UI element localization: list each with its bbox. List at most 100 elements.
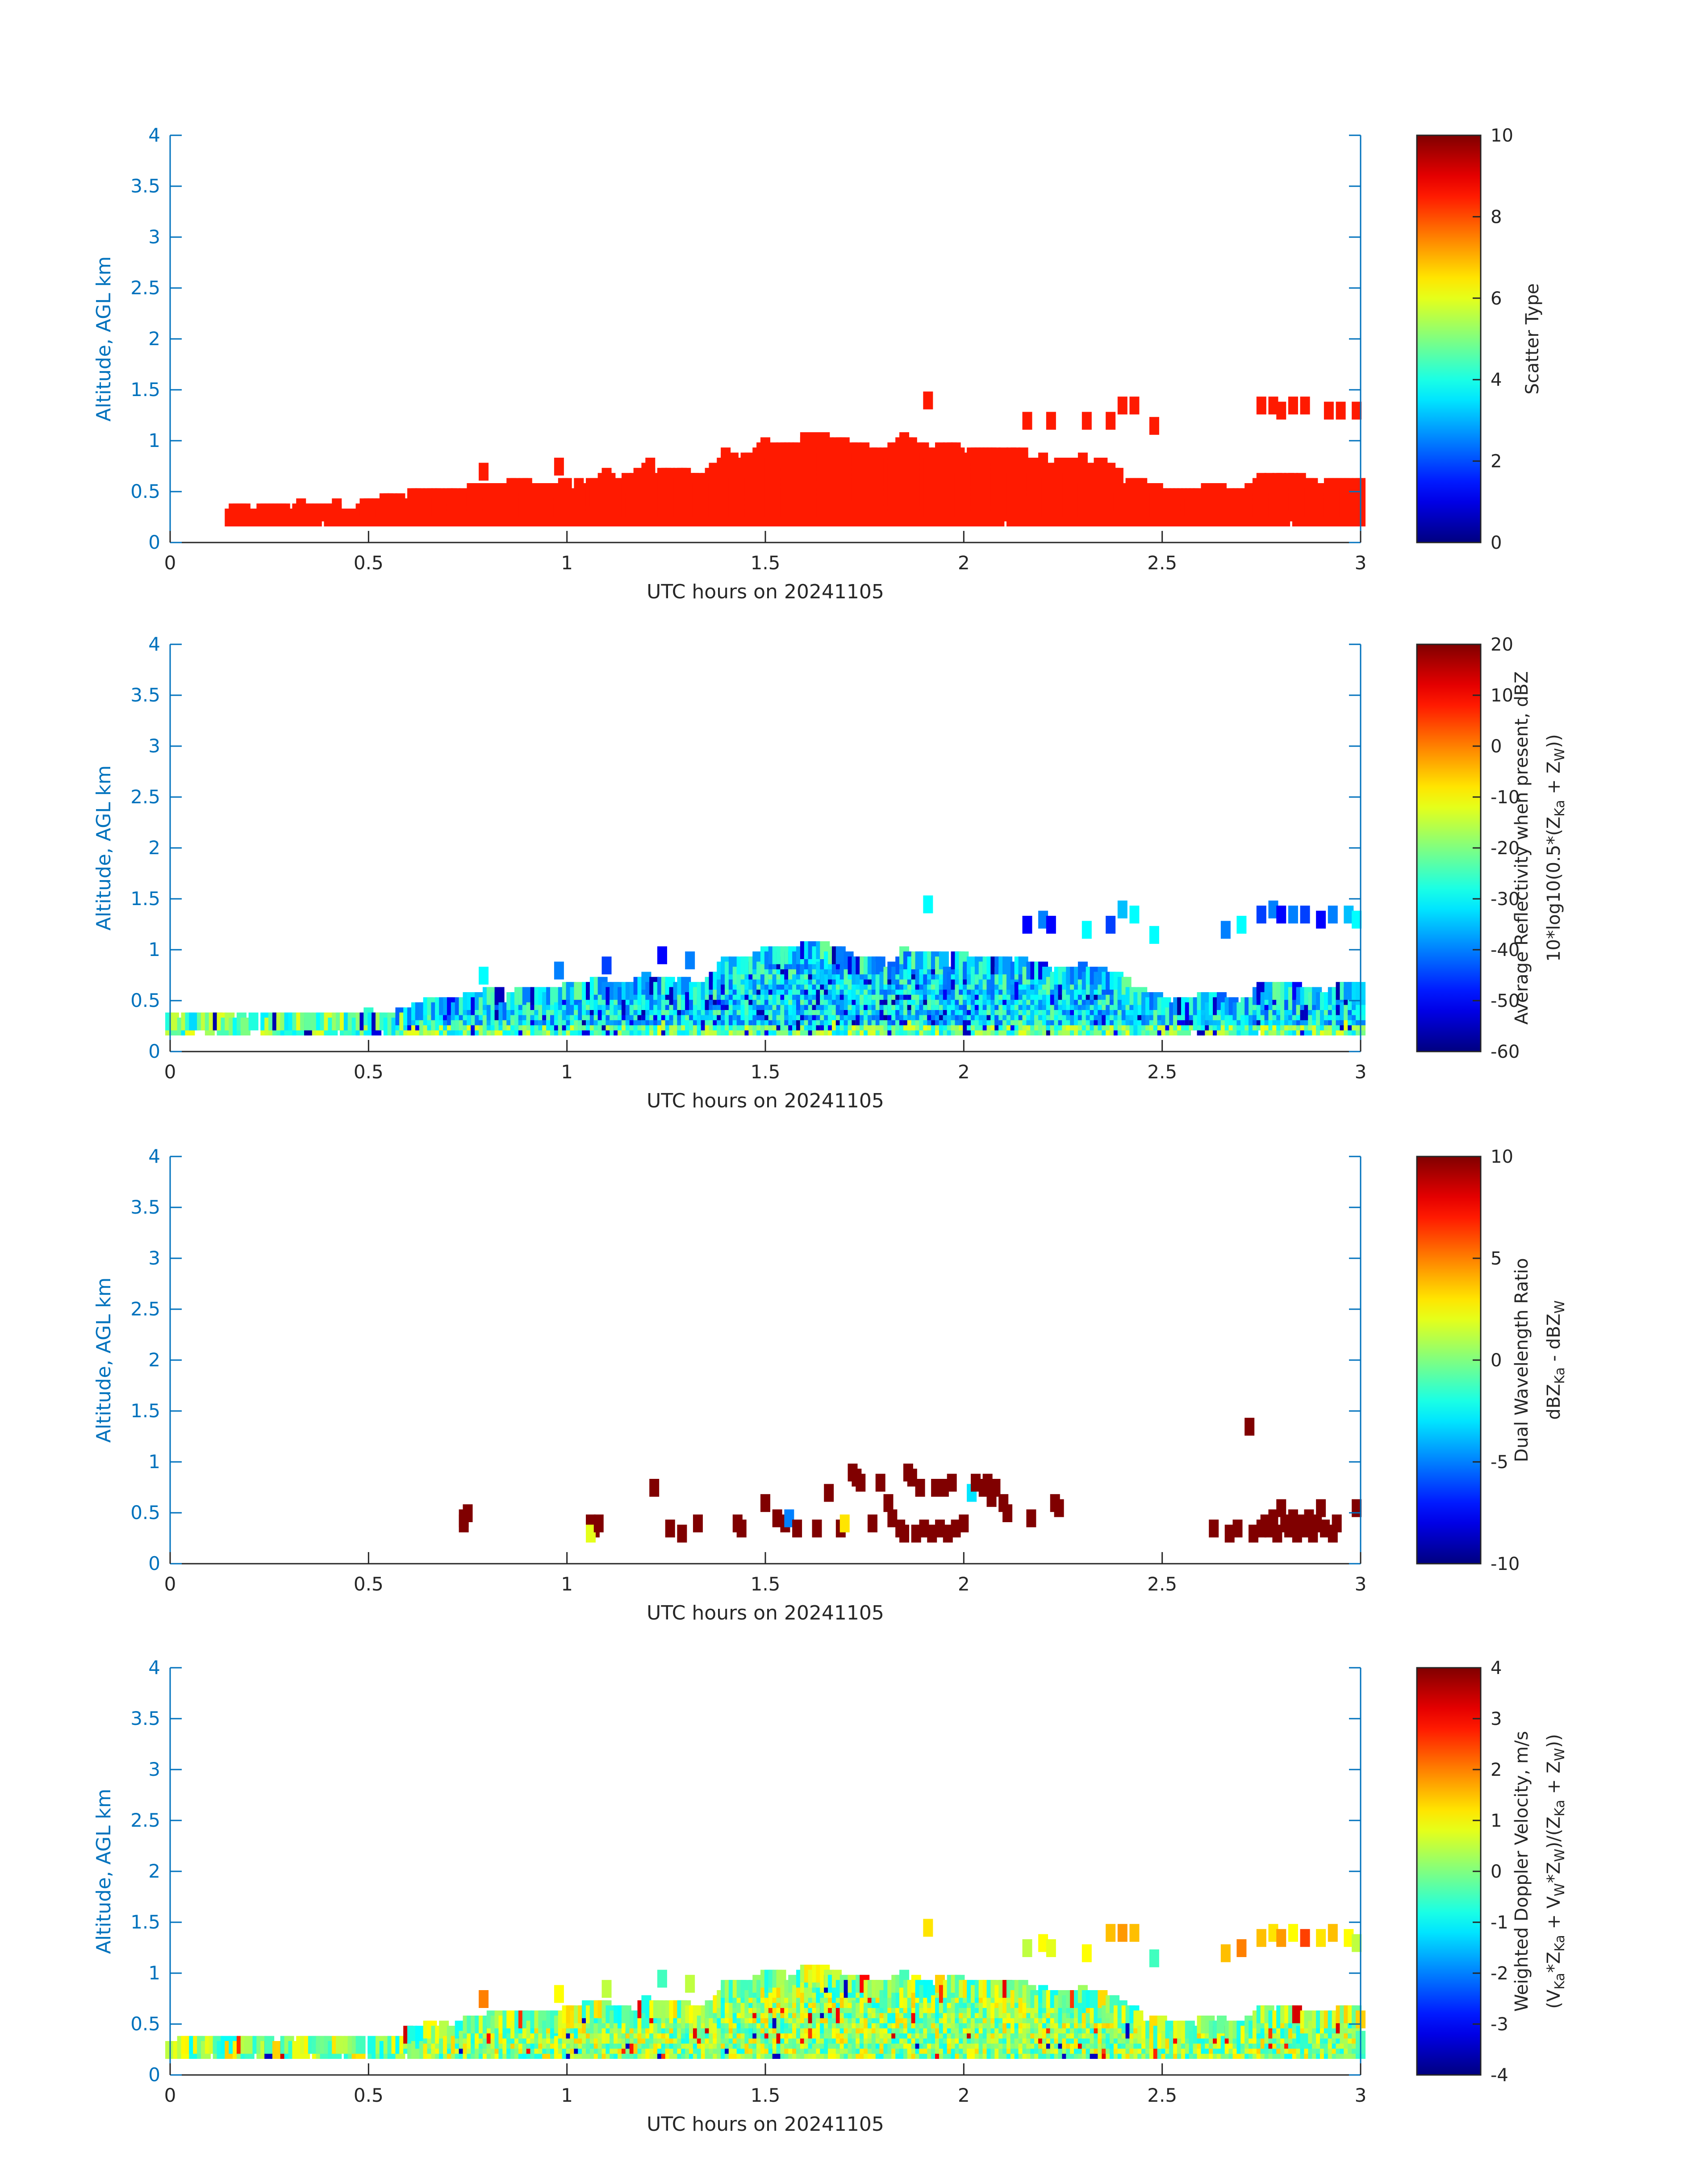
- x-tick-label: 1: [561, 552, 573, 574]
- heatmap-cell: [1257, 397, 1266, 414]
- heatmap-cell: [693, 1515, 703, 1532]
- heatmap-cell: [1244, 1418, 1254, 1436]
- heatmap-cell: [495, 987, 505, 1005]
- colorbar-tick-label: 6: [1491, 288, 1502, 309]
- y-tick-label: 0.5: [130, 1502, 160, 1524]
- heatmap-cell: [1118, 901, 1128, 918]
- heatmap-cell: [959, 1515, 969, 1532]
- heatmap-cells: [165, 895, 1366, 1035]
- heatmap-cells: [165, 1919, 1366, 2059]
- heatmap-cell: [594, 1515, 604, 1532]
- colorbar-tick-label: 10: [1491, 125, 1513, 146]
- heatmap-cell: [1233, 1519, 1243, 1537]
- colorbar-label-line2: 10*log10(0.5*(ZKa + ZW)): [1544, 734, 1568, 962]
- colorbar-label-part: )): [1544, 734, 1564, 748]
- colorbar-tick-label: 2: [1491, 451, 1502, 472]
- colorbar-tick-label: -5: [1491, 1452, 1508, 1473]
- heatmap-cell: [1288, 906, 1298, 923]
- colorbar-label-subscript: Ka: [1552, 1367, 1568, 1384]
- y-tick-label: 2: [148, 837, 160, 859]
- colorbar-tick-label: 5: [1491, 1248, 1502, 1269]
- x-tick-label: 0: [164, 1573, 176, 1595]
- heatmap-cell: [1002, 1504, 1012, 1522]
- heatmap-cell: [1236, 916, 1246, 934]
- heatmap-cell: [1300, 906, 1310, 923]
- colorbar-label-subscript: W: [1552, 1300, 1568, 1314]
- heatmap-cell: [1023, 412, 1032, 430]
- y-tick-label: 0: [148, 1553, 160, 1574]
- colorbar-label-subscript: Ka: [1552, 800, 1568, 817]
- y-tick-label: 4: [148, 1145, 160, 1167]
- y-tick-label: 3.5: [130, 1196, 160, 1218]
- heatmap-cell: [883, 1494, 893, 1512]
- y-tick-label: 1: [148, 430, 160, 451]
- y-tick-label: 1: [148, 939, 160, 960]
- colorbar-tick-label: 20: [1491, 634, 1513, 655]
- heatmap-cell: [1149, 417, 1159, 435]
- colorbar-label-part: - dBZ: [1544, 1314, 1564, 1367]
- x-tick-label: 3: [1355, 1573, 1367, 1595]
- heatmap-cell: [554, 458, 564, 476]
- y-axis-label: Altitude, AGL km: [92, 256, 115, 422]
- heatmap-cell: [665, 1519, 675, 1537]
- heatmap-cell: [990, 1479, 1000, 1497]
- heatmap-cell: [1336, 402, 1346, 420]
- y-tick-label: 1.5: [130, 888, 160, 910]
- heatmap-cell: [1046, 412, 1056, 430]
- heatmap-cells: [225, 392, 1366, 526]
- colorbar: [1417, 644, 1481, 1052]
- heatmap-cell: [1324, 402, 1334, 420]
- y-tick-label: 1: [148, 1451, 160, 1473]
- x-tick-label: 0.5: [354, 552, 384, 574]
- x-tick-label: 1.5: [751, 1573, 781, 1595]
- heatmap-cell: [824, 1484, 834, 1502]
- colorbar-label: Average Reflectivity when present, dBZ: [1512, 671, 1532, 1024]
- heatmap-cell: [915, 1479, 925, 1497]
- heatmap-cell: [1288, 397, 1298, 414]
- x-tick-label: 2: [958, 1573, 970, 1595]
- heatmap-cell: [1257, 906, 1266, 923]
- x-tick-label: 1.5: [751, 1061, 781, 1083]
- colorbar-label: Scatter Type: [1522, 284, 1543, 395]
- colorbar-tick-label: 10: [1491, 1147, 1513, 1167]
- heatmap-cell: [1300, 397, 1310, 414]
- y-tick-label: 0: [148, 1040, 160, 1062]
- x-tick-label: 0.5: [354, 1061, 384, 1083]
- heatmap-cell: [939, 952, 949, 969]
- colorbar-label-line2: dBZKa - dBZW: [1544, 1300, 1568, 1420]
- heatmap-cell: [1026, 1509, 1036, 1527]
- heatmap-cell: [602, 956, 612, 974]
- colorbar: [1417, 1156, 1481, 1564]
- x-axis-label: UTC hours on 20241105: [647, 1602, 884, 1624]
- colorbar-tick-label: 0: [1491, 736, 1502, 757]
- heatmap-cell: [737, 1519, 747, 1537]
- x-tick-label: 3: [1355, 1061, 1367, 1083]
- heatmap-cell: [792, 1519, 802, 1537]
- heatmap-cell: [876, 1474, 885, 1492]
- x-tick-label: 3: [1355, 552, 1367, 574]
- heatmap-cell: [356, 2036, 366, 2054]
- x-tick-label: 2.5: [1147, 1061, 1177, 1083]
- heatmap-cell: [249, 1013, 259, 1031]
- heatmap-cell: [1332, 1515, 1342, 1532]
- heatmap-cell: [685, 952, 695, 969]
- heatmap-cells: [459, 1418, 1362, 1542]
- heatmap-cell: [1328, 906, 1338, 923]
- y-tick-label: 2: [148, 328, 160, 350]
- x-tick-label: 2.5: [1147, 1573, 1177, 1595]
- heatmap-cell: [1316, 911, 1326, 929]
- heatmap-cell: [1221, 921, 1231, 939]
- heatmap-cell: [1054, 1499, 1064, 1517]
- heatmap-cell: [899, 1525, 909, 1543]
- x-axis-label: UTC hours on 20241105: [647, 580, 884, 603]
- y-tick-label: 1.5: [130, 379, 160, 401]
- heatmap-cell: [677, 1525, 687, 1543]
- heatmap-cell: [1276, 906, 1286, 923]
- heatmap-cell: [923, 392, 933, 409]
- y-tick-label: 4: [148, 633, 160, 655]
- colorbar-label-part: dBZ: [1544, 1384, 1564, 1420]
- heatmap-cell: [1149, 926, 1159, 944]
